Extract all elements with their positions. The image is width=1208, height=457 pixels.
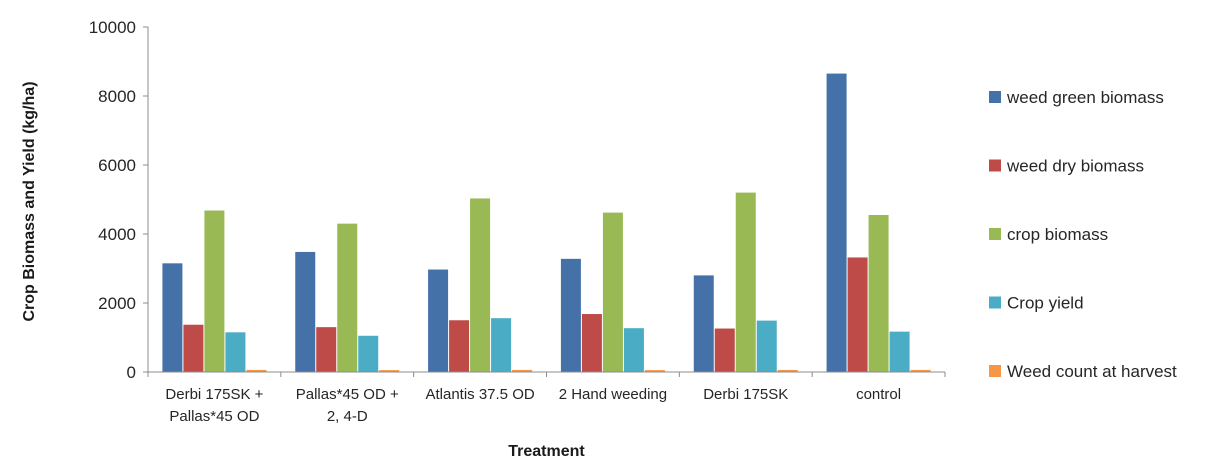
bar: [183, 324, 204, 372]
bar: [512, 369, 533, 372]
x-axis-category-labels: Derbi 175SK + Pallas*45 OD Pallas*45 OD + 2…: [165, 386, 901, 425]
bar: [162, 263, 183, 372]
bar: [623, 328, 644, 372]
bar: [602, 212, 623, 372]
x-axis-title: Treatment: [508, 443, 585, 457]
bar: [491, 318, 512, 372]
bar: [449, 320, 470, 372]
bar: [910, 369, 931, 372]
bar: [693, 275, 714, 372]
y-axis-ticks: 0 2000 4000 6000 8000 10000: [89, 18, 148, 382]
x-category-label: 2 Hand weeding: [559, 386, 667, 403]
y-tick-label: 2000: [98, 294, 136, 313]
bar: [470, 198, 491, 372]
x-category-label: Derbi 175SK: [703, 386, 788, 403]
bar: [714, 328, 735, 372]
bar: [246, 369, 267, 372]
bar: [581, 314, 602, 372]
legend-label: Crop yield: [1007, 294, 1084, 313]
x-category-label: Derbi 175SK +: [165, 386, 263, 403]
y-tick-label: 6000: [98, 156, 136, 175]
bar: [868, 215, 889, 372]
bar: [379, 370, 400, 372]
legend-swatch: [989, 296, 1001, 309]
legend-swatch: [989, 159, 1001, 172]
bar: [644, 370, 665, 372]
legend-swatch: [989, 365, 1001, 377]
legend-label: Weed count at harvest: [1007, 362, 1177, 381]
bar: [889, 331, 910, 372]
bar: [777, 369, 798, 372]
bar: [847, 257, 868, 372]
bar: [204, 210, 225, 372]
legend-label: crop biomass: [1007, 225, 1108, 244]
y-tick-label: 8000: [98, 87, 136, 106]
y-tick-label: 0: [127, 363, 136, 382]
bar: [826, 73, 847, 372]
legend-swatch: [989, 91, 1001, 103]
x-category-label: Pallas*45 OD +: [296, 386, 399, 403]
x-category-label: control: [856, 386, 901, 403]
bar: [735, 192, 756, 372]
y-axis-title: Crop Biomass and Yield (kg/ha): [21, 81, 38, 321]
legend-label: weed green biomass: [1006, 88, 1164, 107]
y-tick-label: 4000: [98, 225, 136, 244]
x-category-label: 2, 4-D: [327, 408, 368, 425]
bar: [337, 223, 358, 372]
x-category-label: Atlantis 37.5 OD: [425, 386, 534, 403]
legend-swatch: [989, 228, 1001, 240]
bars: [162, 73, 931, 372]
bar: [560, 258, 581, 372]
x-axis-ticks: [147, 372, 946, 377]
x-category-label: Pallas*45 OD: [169, 408, 259, 425]
bar: [358, 335, 379, 372]
bar: [756, 320, 777, 372]
bar: [225, 332, 246, 372]
bar: [316, 327, 337, 372]
bar: [428, 269, 449, 372]
legend: weed green biomass weed dry biomass crop b…: [989, 88, 1177, 381]
y-tick-label: 10000: [89, 18, 136, 37]
bar: [295, 251, 316, 372]
legend-label: weed dry biomass: [1006, 157, 1144, 176]
